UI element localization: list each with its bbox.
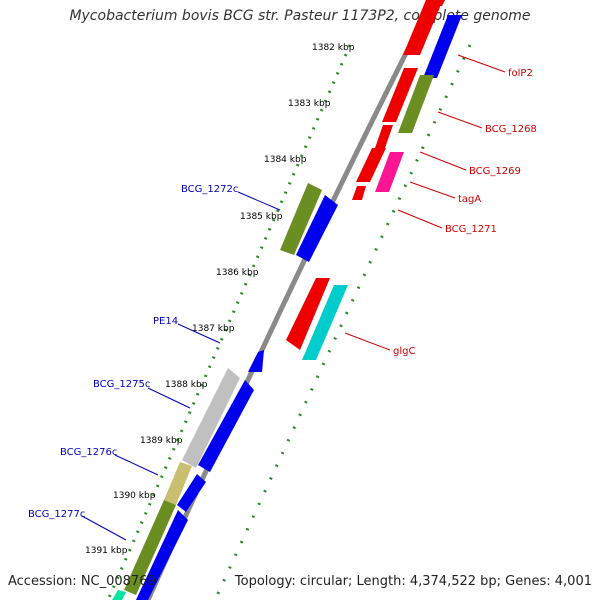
pe14-gene-bar[interactable] [248,350,264,372]
pe14-callout-line [177,323,221,344]
kbp-label: 1384 kbp [264,155,307,165]
kbp-label: 1391 kbp [85,546,128,556]
feature-label-bcg-1269[interactable]: BCG_1269 [469,166,521,177]
bcg-1271-gene-bar[interactable] [352,186,366,200]
taga-callout-line [409,181,456,199]
feature-label-folp2[interactable]: folP2 [508,68,533,79]
folp2-top-bar[interactable] [430,0,446,6]
feature-label-taga[interactable]: tagA [458,194,481,205]
kbp-label: 1388 kbp [165,380,208,390]
bcg-1276c-blue-bar[interactable] [177,474,206,512]
feature-label-bcg-1271[interactable]: BCG_1271 [445,224,497,235]
topology-text: Topology: circular; Length: 4,374,522 bp… [234,574,592,589]
folp2-partner-bar[interactable] [423,15,462,78]
reverse-features [112,183,338,600]
feature-label-bcg-1275c[interactable]: BCG_1275c [93,379,150,390]
bcg-1269-callout-line [419,151,467,171]
feature-label-pe14[interactable]: PE14 [153,316,178,327]
kbp-label: 1383 kbp [288,99,331,109]
feature-label-glgc[interactable]: glgC [393,346,415,357]
accession-text: Accession: NC_008769 [8,574,156,589]
bcg-1277c-callout-line [81,515,127,541]
feature-label-bcg-1276c[interactable]: BCG_1276c [60,447,117,458]
bcg-1269-gene-bar[interactable] [356,148,386,182]
bcg-1271-callout-line [397,209,443,229]
outer-tick-track [213,44,472,600]
callout-lines [81,54,506,541]
bcg-1272c-callout-line [237,191,281,211]
kbp-label: 1389 kbp [140,436,183,446]
feature-label-bcg-1272c[interactable]: BCG_1272c [181,184,238,195]
bottom-aqua-bar[interactable] [112,590,126,600]
bcg-1268-red-bar[interactable] [382,68,418,122]
taga-gene-bar[interactable] [375,152,404,192]
bcg-1275c-gene-bar[interactable] [182,368,240,468]
bcg-1268-gene-bar[interactable] [398,75,434,133]
bcg-1277c-gene-bar[interactable] [124,500,176,595]
forward-features [286,0,462,360]
bcg-1276c-callout-line [114,454,159,476]
feature-label-bcg-1268[interactable]: BCG_1268 [485,124,537,135]
map-title: Mycobacterium bovis BCG str. Pasteur 117… [69,8,531,24]
glgc-gene-bar[interactable] [302,285,348,360]
bcg-1272c-gene-bar[interactable] [280,183,322,255]
bcg-1277c-blue-bar[interactable] [136,510,188,600]
feature-labels: folP2 BCG_1268 BCG_1269 tagA BCG_1271 gl… [28,68,537,520]
kbp-label: 1386 kbp [216,268,259,278]
kbp-labels: 1382 kbp 1383 kbp 1384 kbp 1385 kbp 1386… [85,43,355,556]
genome-backbone [145,0,436,600]
bcg-1275c-callout-line [147,387,191,409]
bcg-1272c-blue-bar[interactable] [296,195,338,262]
kbp-label: 1390 kbp [113,491,156,501]
bcg-1268-callout-line [437,111,483,129]
bcg-1269-red-small[interactable] [375,125,393,148]
inner-tick-track [106,44,352,600]
glgc-red-bar[interactable] [286,278,330,350]
kbp-label: 1387 kbp [192,324,235,334]
folp2-gene-bar[interactable] [403,0,445,55]
folp2-callout-line [457,54,506,73]
feature-label-bcg-1277c[interactable]: BCG_1277c [28,509,85,520]
glgc-callout-line [344,332,391,351]
bcg-1276c-gene-bar[interactable] [164,462,192,505]
bcg-1275c-blue-bar[interactable] [198,380,254,472]
kbp-label: 1385 kbp [240,212,283,222]
kbp-label: 1382 kbp [312,43,355,53]
